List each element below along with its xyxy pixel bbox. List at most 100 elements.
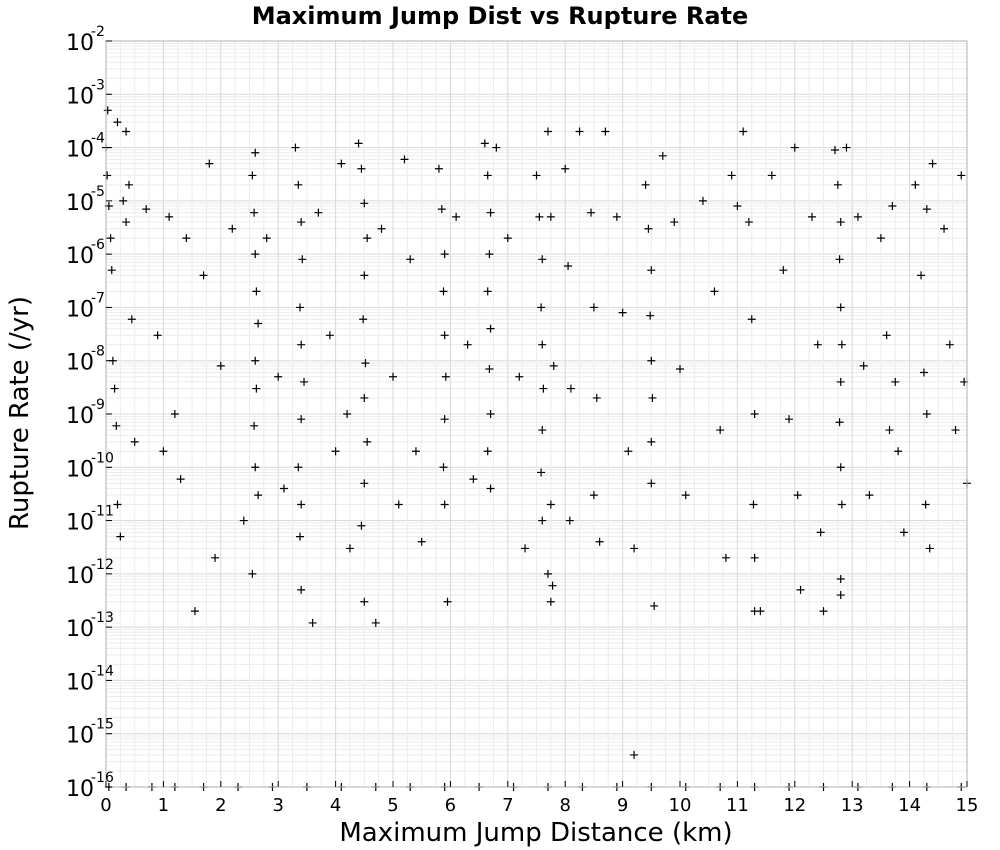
data-point bbox=[859, 361, 868, 370]
data-point bbox=[925, 544, 934, 553]
data-point bbox=[437, 205, 446, 214]
data-points bbox=[102, 106, 971, 759]
data-point bbox=[434, 164, 443, 173]
y-tick-base: 10 bbox=[66, 84, 94, 109]
data-point bbox=[130, 437, 139, 446]
data-point bbox=[618, 308, 627, 317]
data-point bbox=[853, 212, 862, 221]
y-tick-exponent: -14 bbox=[91, 663, 114, 679]
data-point bbox=[363, 437, 372, 446]
data-point bbox=[469, 475, 478, 484]
data-point bbox=[153, 331, 162, 340]
data-point bbox=[113, 500, 122, 509]
data-point bbox=[250, 421, 259, 430]
data-point bbox=[546, 597, 555, 606]
data-point bbox=[124, 180, 133, 189]
data-point bbox=[835, 255, 844, 264]
y-tick-exponent: -10 bbox=[91, 450, 114, 466]
x-tick-label: 11 bbox=[726, 795, 749, 816]
data-point bbox=[749, 500, 758, 509]
data-point bbox=[747, 315, 756, 324]
data-point bbox=[945, 340, 954, 349]
data-point bbox=[300, 377, 309, 386]
x-tick-label: 4 bbox=[330, 795, 341, 816]
x-axis-label: Maximum Jump Distance (km) bbox=[339, 818, 732, 848]
data-point bbox=[646, 311, 655, 320]
data-point bbox=[793, 491, 802, 500]
data-point bbox=[297, 500, 306, 509]
data-point bbox=[127, 315, 136, 324]
y-tick-exponent: -3 bbox=[91, 77, 105, 93]
data-point bbox=[443, 597, 452, 606]
data-point bbox=[899, 528, 908, 537]
data-point bbox=[836, 575, 845, 584]
data-point bbox=[767, 171, 776, 180]
data-point bbox=[359, 315, 368, 324]
data-point bbox=[538, 340, 547, 349]
y-tick-base: 10 bbox=[66, 244, 94, 269]
y-tick-base: 10 bbox=[66, 724, 94, 749]
data-point bbox=[538, 426, 547, 435]
data-point bbox=[248, 171, 257, 180]
y-tick-base: 10 bbox=[66, 617, 94, 642]
data-point bbox=[486, 484, 495, 493]
y-tick-exponent: -15 bbox=[91, 717, 114, 733]
x-tick-label: 13 bbox=[841, 795, 864, 816]
data-point bbox=[575, 127, 584, 136]
data-point bbox=[813, 340, 822, 349]
data-point bbox=[836, 377, 845, 386]
data-point bbox=[107, 266, 116, 275]
data-point bbox=[486, 324, 495, 333]
x-tick-label: 15 bbox=[956, 795, 979, 816]
data-point bbox=[113, 118, 122, 127]
data-point bbox=[314, 208, 323, 217]
data-point bbox=[199, 271, 208, 280]
data-point bbox=[612, 212, 621, 221]
data-point bbox=[119, 196, 128, 205]
data-point bbox=[354, 139, 363, 148]
data-point bbox=[345, 544, 354, 553]
data-point bbox=[894, 447, 903, 456]
data-point bbox=[360, 393, 369, 402]
data-point bbox=[297, 340, 306, 349]
data-point bbox=[441, 372, 450, 381]
data-point bbox=[922, 410, 931, 418]
x-tick-label: 7 bbox=[502, 795, 513, 816]
data-point bbox=[515, 372, 524, 381]
data-point bbox=[876, 234, 885, 243]
data-point bbox=[681, 491, 690, 500]
data-point bbox=[676, 364, 684, 373]
y-tick-base: 10 bbox=[66, 297, 94, 322]
data-point bbox=[503, 234, 512, 243]
y-tick-base: 10 bbox=[66, 457, 94, 482]
y-tick-exponent: -8 bbox=[91, 344, 105, 360]
y-axis-label: Rupture Rate (/yr) bbox=[5, 296, 35, 530]
data-point bbox=[411, 447, 420, 456]
y-tick-base: 10 bbox=[66, 31, 94, 56]
data-point bbox=[922, 205, 931, 214]
y-tick-exponent: -6 bbox=[91, 237, 105, 253]
data-point bbox=[592, 393, 601, 402]
y-tick-exponent: -13 bbox=[91, 610, 114, 626]
data-point bbox=[830, 146, 839, 155]
grid bbox=[105, 40, 968, 788]
data-point bbox=[122, 218, 131, 227]
x-tick-label: 9 bbox=[617, 795, 628, 816]
data-point bbox=[548, 581, 557, 590]
data-point bbox=[957, 171, 966, 180]
data-point bbox=[485, 364, 494, 373]
data-point bbox=[833, 180, 842, 189]
x-tick-label: 14 bbox=[898, 795, 921, 816]
data-point bbox=[297, 585, 306, 594]
data-point bbox=[251, 250, 260, 259]
data-point bbox=[537, 303, 546, 312]
x-axis-ticks: 0 1 2 3 4 5 6 7 8 9 10 11 12 13 14 15 bbox=[100, 781, 978, 816]
data-point bbox=[296, 532, 305, 541]
data-point bbox=[251, 463, 260, 472]
data-point bbox=[250, 208, 259, 217]
data-point bbox=[630, 544, 639, 553]
data-point bbox=[521, 544, 530, 553]
x-tick-label: 6 bbox=[445, 795, 456, 816]
y-tick-base: 10 bbox=[66, 511, 94, 536]
